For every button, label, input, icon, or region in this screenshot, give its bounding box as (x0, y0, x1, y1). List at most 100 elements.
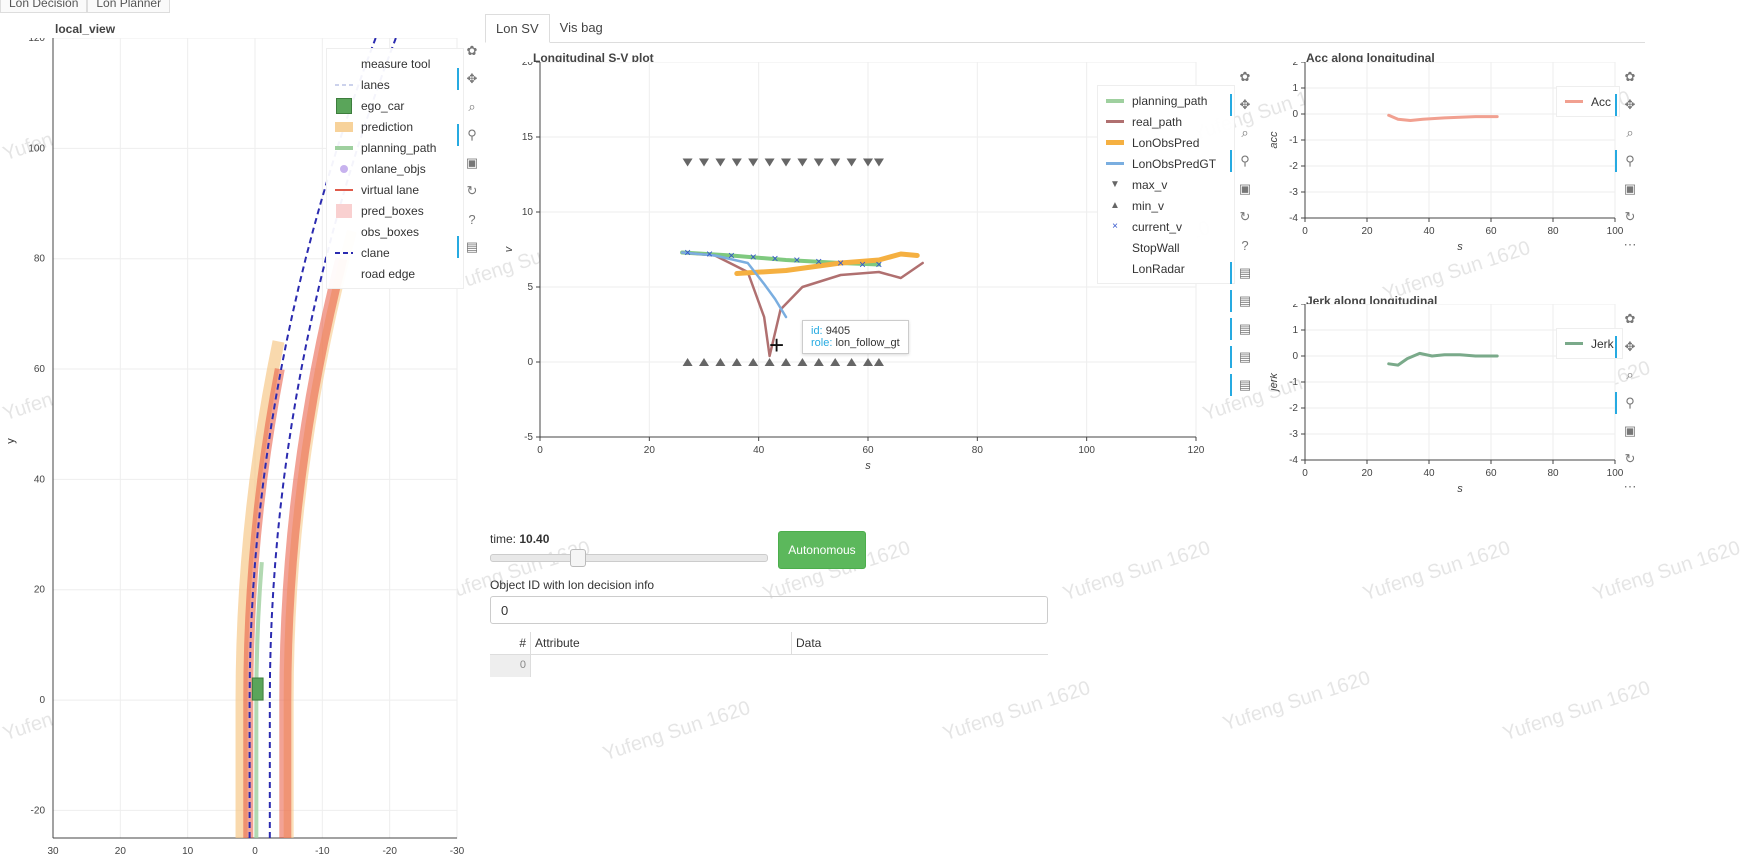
x-axis-label: s (1457, 241, 1463, 253)
y-tick-label: -3 (1289, 187, 1298, 198)
object-id-label: Object ID with lon decision info (490, 578, 655, 592)
hover-tool-icon[interactable]: ▤ (1230, 374, 1255, 396)
object-id-input[interactable]: 0 (490, 596, 1048, 624)
wheel-zoom-icon[interactable]: ⚲ (1230, 150, 1255, 172)
hover-tool-icon[interactable]: ▤ (1230, 262, 1255, 284)
hover-tooltip: id: 9405 role: lon_follow_gt (802, 320, 909, 354)
y-tick-label: 100 (28, 143, 45, 154)
x-tick-label: 30 (47, 846, 59, 857)
max-v-marker (699, 158, 709, 167)
max-v-marker (715, 158, 726, 167)
help-icon[interactable]: ? (468, 211, 476, 227)
y-tick-label: 10 (522, 207, 534, 218)
watermark-text: Yufeng Sun 1620 (600, 696, 753, 766)
y-tick-label: 80 (34, 254, 46, 265)
current-v-marker: × (859, 258, 866, 272)
box-zoom-icon[interactable]: ⌕ (1626, 125, 1634, 140)
x-tick-label: 60 (1485, 226, 1497, 237)
more-icon[interactable]: ⋯ (1623, 237, 1637, 252)
wheel-zoom-icon[interactable]: ⚲ (1615, 392, 1640, 414)
min-v-marker (830, 358, 841, 366)
tab-lon-sv[interactable]: Lon SV (485, 14, 550, 43)
acc-toolbar: ✿ ✥ ⌕ ⚲ ▣ ↻ ⋯ (1615, 66, 1644, 262)
hover-tool-icon[interactable]: ▤ (457, 236, 482, 258)
x-tick-label: 0 (1302, 226, 1308, 237)
acc-legend: Acc (1556, 86, 1621, 117)
reset-icon[interactable]: ↻ (466, 183, 478, 198)
tab-vis-bag[interactable]: Vis bag (559, 20, 603, 35)
x-tick-label: 0 (537, 445, 543, 456)
col-index[interactable]: # (490, 632, 531, 654)
y-tick-label: 2 (1292, 304, 1298, 310)
table-row[interactable]: 0 (490, 655, 1048, 677)
min-v-marker (797, 358, 808, 366)
col-data[interactable]: Data (796, 636, 822, 650)
box-zoom-icon[interactable]: ⌕ (468, 99, 476, 114)
hover-tool-icon[interactable]: ▤ (1230, 318, 1255, 340)
time-slider-handle[interactable] (569, 549, 586, 567)
min-v-marker (682, 358, 693, 366)
sv-plot-legend: planning_path real_path LonObsPred LonOb… (1097, 85, 1235, 284)
col-attribute[interactable]: Attribute (531, 632, 792, 654)
acc-plot[interactable]: 0 20 40 60 80 100 2 1 0 -1 -2 -3 -4 s acc (1270, 62, 1630, 292)
view-tab-bar: Lon SV Vis bag (485, 14, 1645, 43)
autonomous-button[interactable]: Autonomous (778, 531, 866, 569)
x-tick-label: 80 (1547, 226, 1559, 237)
x-tick-label: 120 (1188, 445, 1205, 456)
y-tick-label: -1 (1289, 135, 1298, 146)
local-view-title: local_view (55, 22, 116, 36)
reset-icon[interactable]: ↻ (1624, 451, 1636, 466)
box-zoom-icon[interactable]: ⌕ (1241, 125, 1249, 140)
y-tick-label: 0 (527, 357, 533, 368)
time-slider[interactable] (490, 549, 768, 567)
max-v-marker (830, 158, 841, 167)
tab-lon-planner[interactable]: Lon Planner (87, 0, 171, 13)
max-v-marker (846, 158, 857, 167)
x-axis-label: s (865, 460, 871, 472)
x-tick-label: 20 (1361, 468, 1373, 479)
bokeh-logo-icon: ✿ (1624, 69, 1636, 84)
y-tick-label: 5 (527, 282, 533, 293)
min-v-marker (764, 358, 775, 366)
legend-acc: Acc (1565, 91, 1611, 112)
x-tick-label: 100 (1607, 468, 1624, 479)
reset-icon[interactable]: ↻ (1239, 209, 1251, 224)
max-v-marker (764, 158, 775, 167)
hover-tool-icon[interactable]: ▤ (1230, 290, 1255, 312)
row-attribute (530, 655, 787, 677)
x-tick-label: 60 (1485, 468, 1497, 479)
save-icon[interactable]: ▣ (465, 155, 479, 170)
pan-tool-icon[interactable]: ✥ (1230, 94, 1255, 116)
y-tick-label: 60 (34, 364, 46, 375)
min-v-marker (748, 358, 759, 366)
x-tick-label: 100 (1078, 445, 1095, 456)
help-icon[interactable]: ? (1241, 237, 1249, 253)
wheel-zoom-icon[interactable]: ⚲ (457, 124, 482, 146)
save-icon[interactable]: ▣ (1623, 181, 1637, 196)
wheel-zoom-icon[interactable]: ⚲ (1615, 150, 1640, 172)
legend-obs-boxes: obs_boxes (361, 224, 420, 239)
current-v-marker: × (706, 247, 713, 261)
tab-lon-decision[interactable]: Lon Decision (0, 0, 88, 13)
y-axis-label: acc (1270, 131, 1280, 149)
sv-plot[interactable]: 0 20 40 60 80 100 120 20 15 10 5 0 -5 s v × × × × × × × × × × (490, 62, 1250, 532)
lonobspred-line (734, 251, 920, 276)
y-axis-label: jerk (1270, 373, 1280, 393)
save-icon[interactable]: ▣ (1238, 181, 1252, 196)
pan-tool-icon[interactable]: ✥ (457, 68, 482, 90)
y-tick-label: 15 (522, 132, 534, 143)
pred-boxes-band (279, 257, 348, 838)
x-tick-label: 100 (1607, 226, 1624, 237)
pan-tool-icon[interactable]: ✥ (1615, 336, 1640, 358)
more-icon[interactable]: ⋯ (1623, 479, 1637, 494)
x-tick-label: 80 (1547, 468, 1559, 479)
box-zoom-icon[interactable]: ⌕ (1626, 367, 1634, 382)
max-v-marker (731, 158, 742, 167)
hover-tool-icon[interactable]: ▤ (1230, 346, 1255, 368)
reset-icon[interactable]: ↻ (1624, 209, 1636, 224)
save-icon[interactable]: ▣ (1623, 423, 1637, 438)
y-tick-label: 2 (1292, 62, 1298, 68)
pan-tool-icon[interactable]: ✥ (1615, 94, 1640, 116)
local-view-toolbar: ✿ ✥ ⌕ ⚲ ▣ ↻ ? ▤ (457, 40, 486, 264)
legend-clane: clane (335, 245, 390, 260)
